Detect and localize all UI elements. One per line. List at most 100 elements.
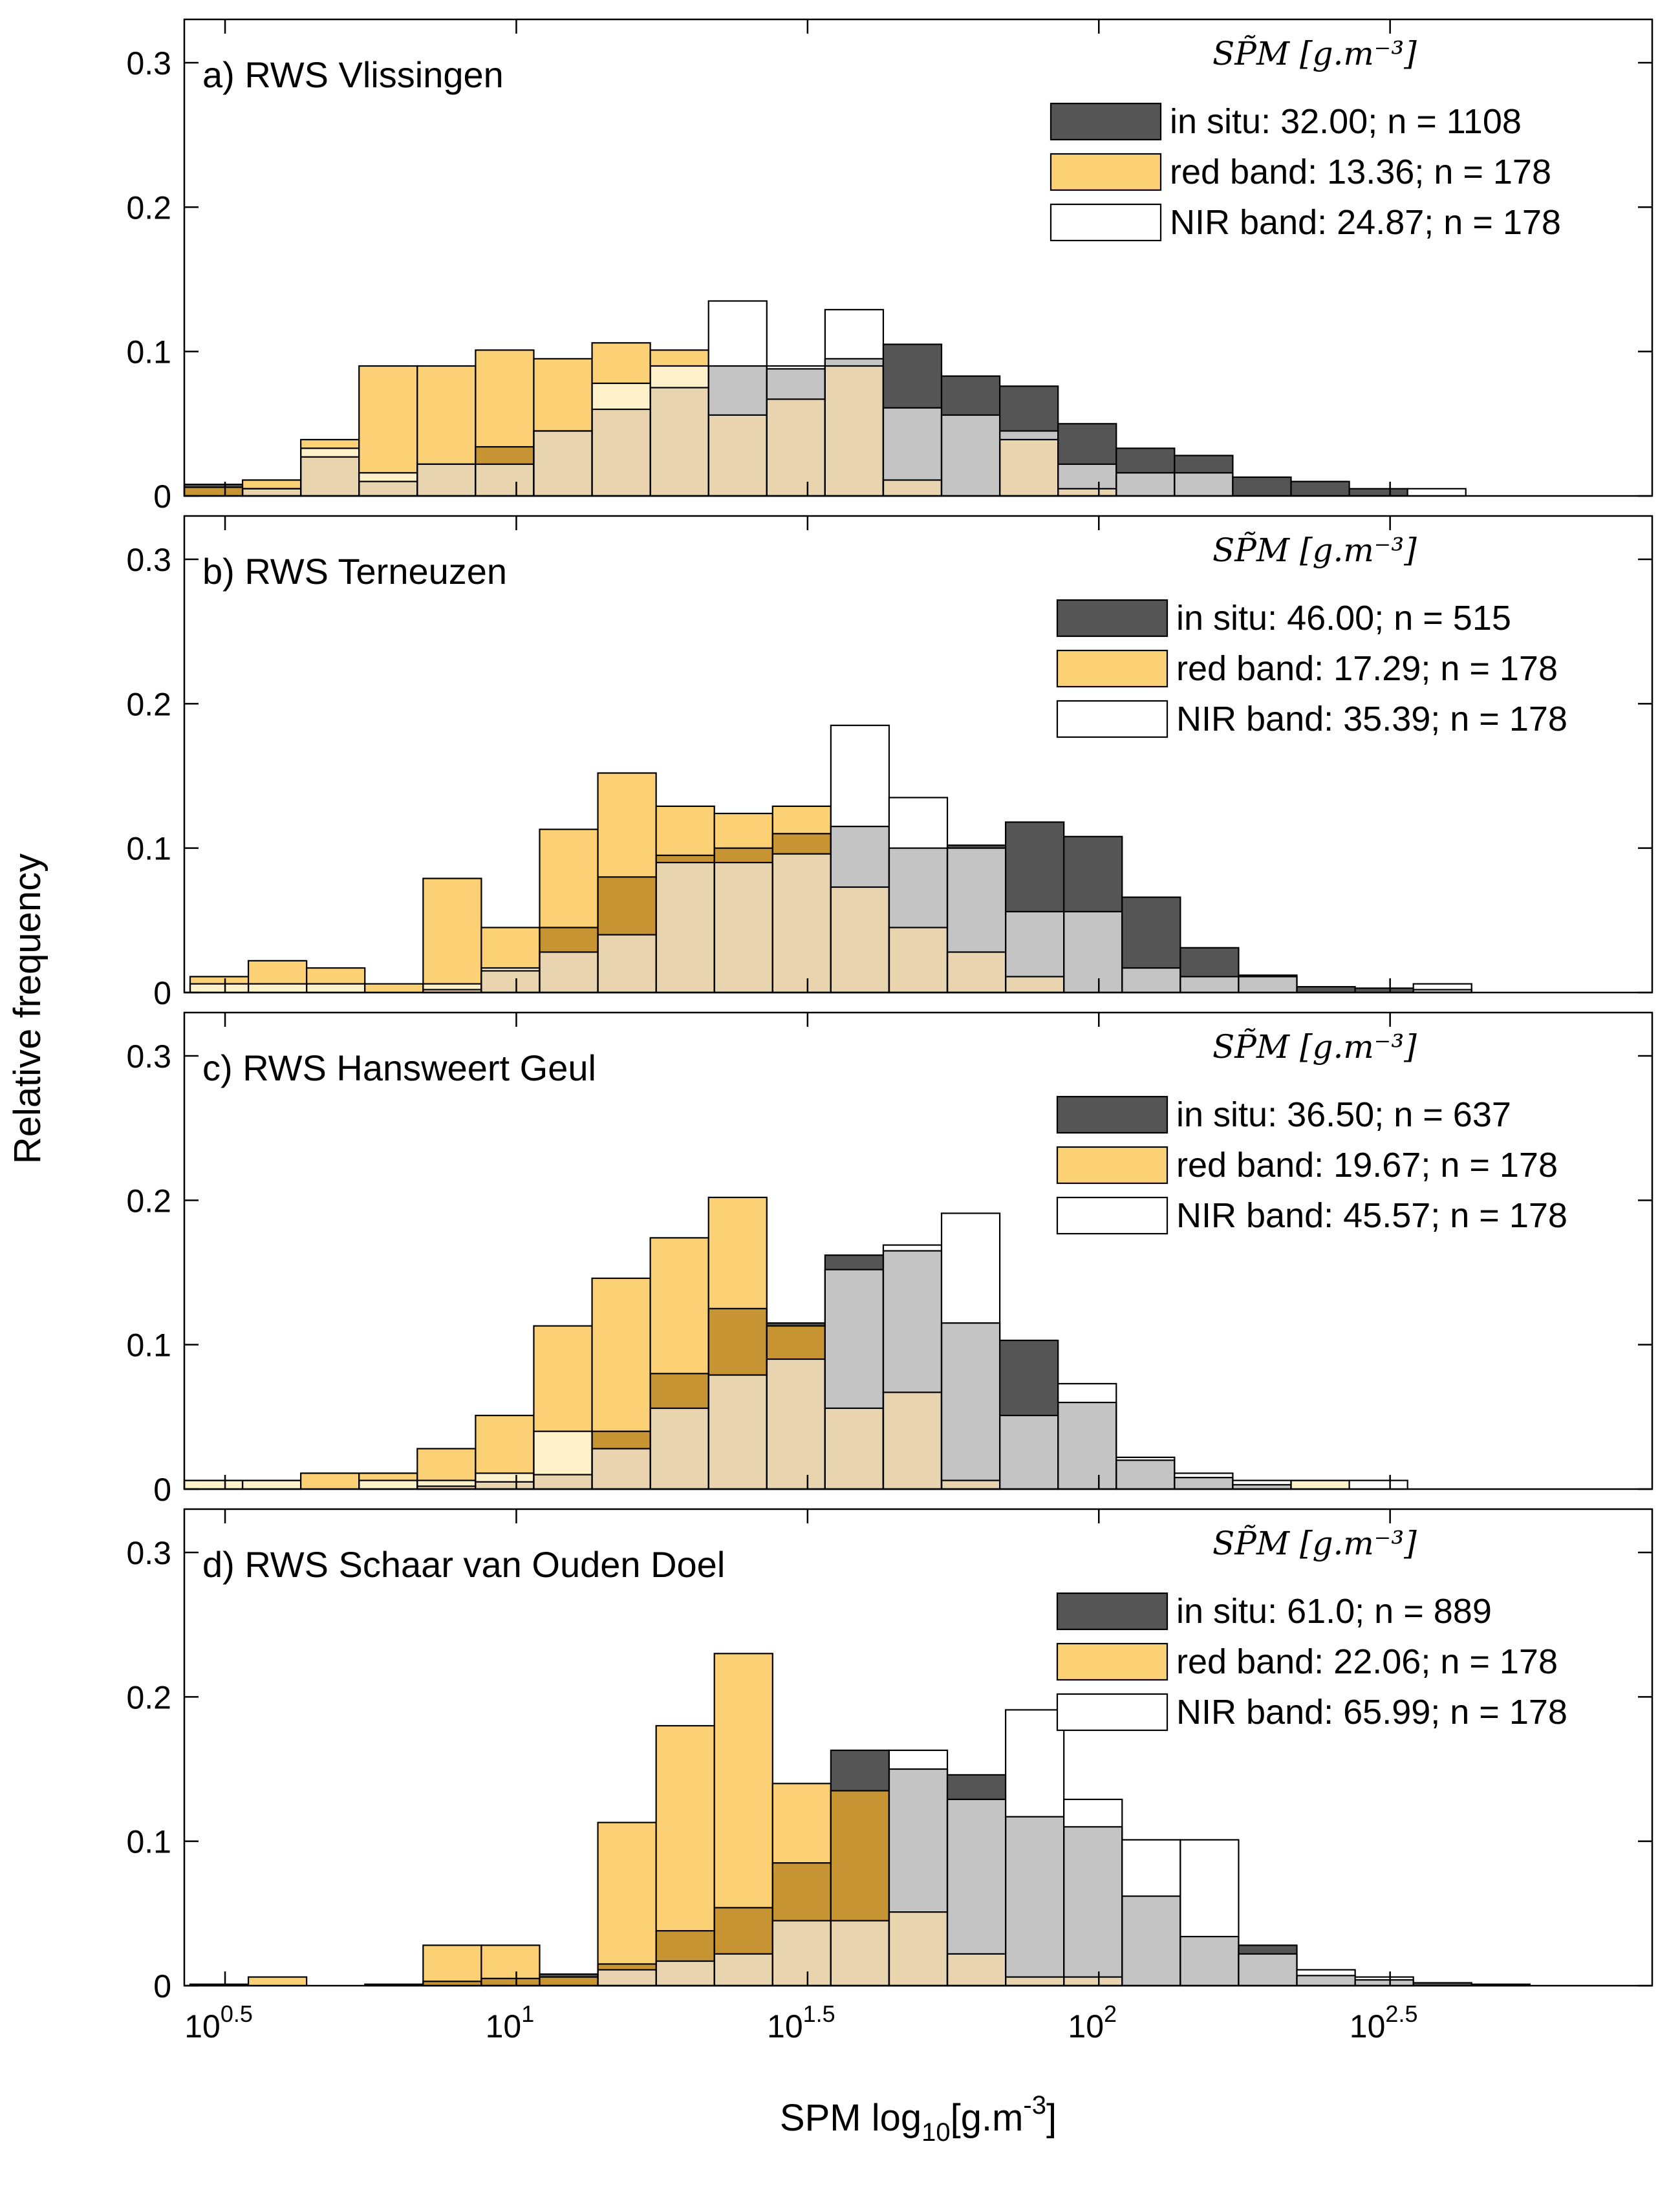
panel-title: d) RWS Schaar van Ouden Doel [202,1544,725,1585]
legend-swatch-insitu [1056,1592,1168,1631]
bar-segment [1291,1480,1350,1489]
bar-segment [1000,431,1059,440]
bar-segment [359,1480,418,1489]
plot-frame [183,1508,1653,1987]
bar-segment [947,1953,1006,1986]
x-tick-label: 101.5 [767,2001,835,2045]
x-axis-label: SPM log10[g.m-3] [780,2091,1057,2147]
bar-segment [592,343,651,383]
bar-segment [1349,1480,1408,1489]
bar-segment [1349,488,1408,496]
x-tick-label: 102.5 [1350,2001,1418,2045]
legend-swatch-nir [1056,700,1168,738]
bar-segment [708,1375,767,1489]
bar-segment [598,1964,656,1970]
bar-segment [650,1373,709,1408]
bar-segment [888,927,948,993]
bar-segment [1006,1710,1064,1817]
bar-segment [942,414,1000,496]
bar-segment [1064,1977,1123,1986]
bar-segment [1174,473,1233,496]
bar-segment [1413,1982,1472,1986]
bar-segment [830,1790,889,1921]
bar-segment [714,848,773,863]
bar-segment [883,1392,942,1489]
bar-segment [475,350,534,447]
legend-swatch-red [1050,153,1162,191]
bar-segment [481,927,540,969]
bar-segment [1000,1415,1059,1489]
bar-segment [888,1750,948,1769]
bar-segment [359,366,418,473]
bar-segment [1355,1977,1414,1981]
bar-segment [1064,911,1123,993]
legend-label-nir: NIR band: 65.99; n = 178 [1176,1693,1567,1732]
bar-segment [475,447,534,464]
x-tick-exp: 2 [1104,2001,1117,2027]
bar-segment [1407,488,1466,496]
y-tick-label: 0.1 [126,831,171,867]
legend-label-insitu: in situ: 46.00; n = 515 [1176,599,1511,638]
bar-segment [1233,1480,1291,1485]
legend-label-nir: NIR band: 45.57; n = 178 [1176,1196,1567,1235]
bar-segment [1297,1975,1355,1986]
bar-segment [830,725,889,827]
bar-segment [423,989,482,993]
bar-segment [650,1408,709,1489]
y-tick-label: 0 [153,1472,171,1508]
x-tick-exp: 1.5 [803,2001,835,2027]
bar-segment [417,366,476,464]
bar-segment [1058,464,1117,489]
bar-segment [1413,989,1472,993]
bar-segment [1058,424,1117,464]
bar-segment [1116,1460,1175,1489]
x-tick-label: 100.5 [184,2001,253,2045]
bar-segment [824,1255,883,1270]
bar-segment [592,1448,651,1489]
legend-title: SP̃M [g.m⁻³] [1212,531,1417,569]
bar-segment [1058,1383,1117,1402]
bar-segment [656,1961,715,1986]
bar-segment [947,845,1006,848]
x-axis-label-part: -3 [1023,2091,1046,2120]
bar-segment [830,886,889,993]
x-tick-label: 102 [1068,2001,1117,2045]
bar-segment [947,952,1006,993]
bar-segment [539,927,598,952]
bar-segment [1174,1477,1233,1489]
bar-segment [423,983,482,990]
bar-segment [714,1907,773,1954]
bar-segment [1000,439,1059,496]
legend-label-red: red band: 17.29; n = 178 [1176,649,1558,688]
panel-c: 0 0.1 0.2 0.3 c) RWS Hansweert Geul SP̃M [g.m… [126,1011,1653,1508]
bar-segment [766,1326,825,1359]
x-axis-label-part: ] [1046,2097,1057,2139]
bar-segment [1064,1799,1123,1827]
bar-segment [242,480,301,489]
bar-segment [184,484,243,488]
bar-segment [650,1238,709,1374]
bar-segment [1064,836,1123,912]
plot-frame [183,515,1653,994]
legend-swatch-insitu [1056,1095,1168,1134]
bar-segment [942,1480,1000,1489]
bar-segment [888,797,948,848]
legend-swatch-nir [1056,1693,1168,1732]
bar-segment [772,1863,831,1921]
bar-segment [475,464,534,496]
bar-segment [708,1197,767,1309]
bar-segment [1180,1840,1239,1937]
bars [183,1196,1408,1490]
bar-segment [1297,1970,1355,1976]
y-tick-label: 0.3 [126,1535,171,1571]
bar-segment [1180,947,1239,977]
legend-label-nir: NIR band: 35.39; n = 178 [1176,700,1567,738]
x-tick-base: 10 [1068,2008,1104,2045]
bar-segment [650,350,709,366]
bar-segment [1006,822,1064,912]
bar-segment [1174,1473,1233,1478]
y-tick-label: 0.1 [126,1824,171,1860]
bar-segment [947,1799,1006,1954]
bar-segment [708,1308,767,1375]
bar-segment [533,1326,592,1432]
